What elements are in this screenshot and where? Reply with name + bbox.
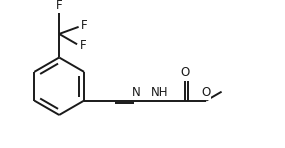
Text: N: N	[131, 86, 140, 99]
Text: O: O	[201, 86, 211, 99]
Text: O: O	[180, 66, 189, 79]
Text: NH: NH	[150, 86, 168, 99]
Text: F: F	[81, 19, 87, 32]
Text: F: F	[56, 0, 62, 12]
Text: F: F	[80, 39, 86, 52]
